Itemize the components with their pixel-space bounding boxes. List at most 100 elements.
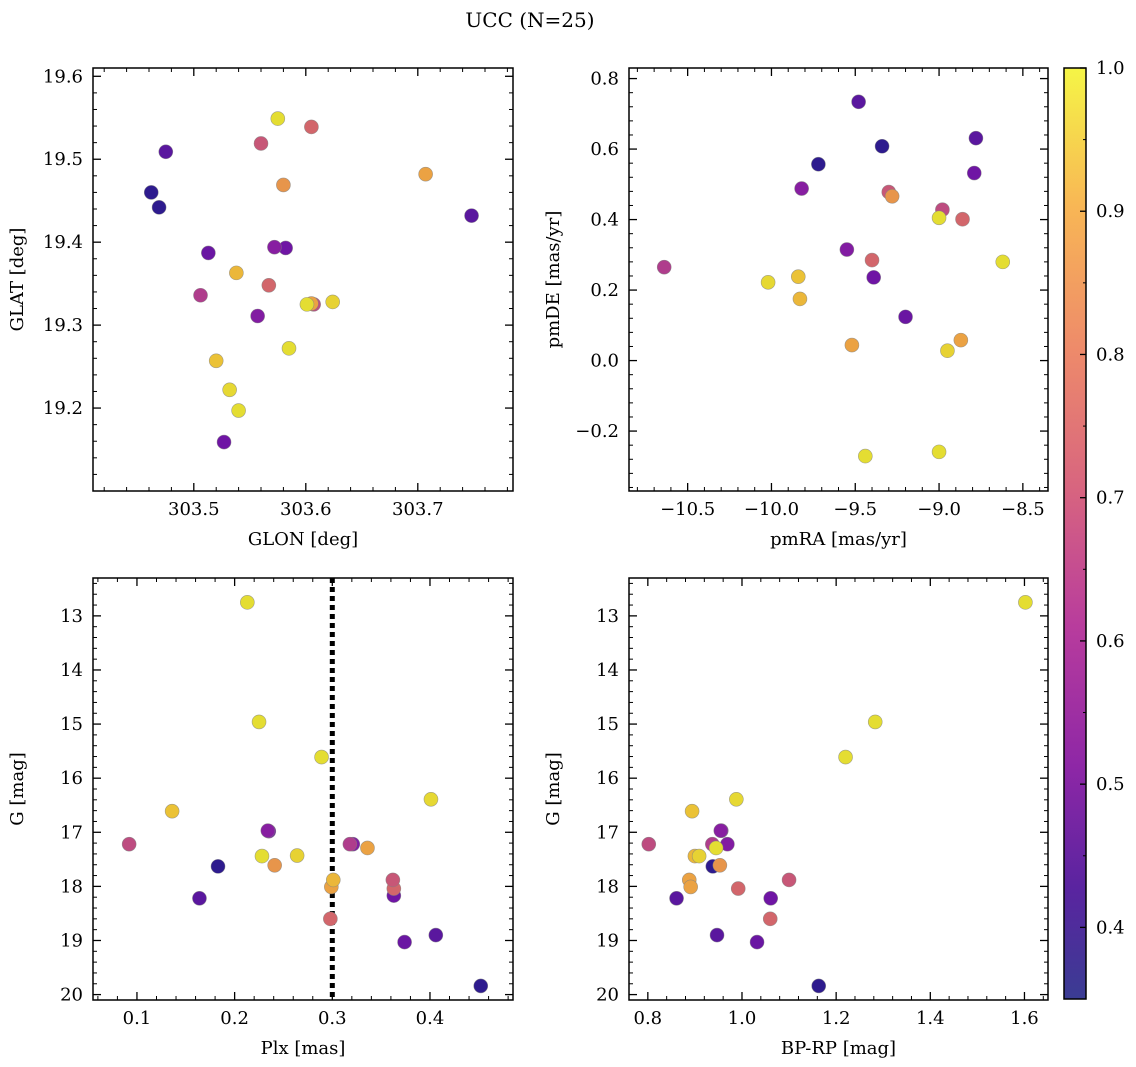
data-point bbox=[867, 714, 883, 730]
data-point bbox=[866, 270, 881, 285]
colorbar-tick-label: 0.4 bbox=[1096, 917, 1125, 938]
y-tick-label: 0.4 bbox=[590, 210, 619, 231]
panel-4: 0.8 1.0 1.2 1.4 1.6 13 14 15 16 17 18 19 20 BP-RP [ma… bbox=[543, 577, 1049, 1059]
x-tick-label: 0.4 bbox=[416, 1008, 445, 1029]
y-tick-label: 20 bbox=[596, 985, 619, 1006]
data-point bbox=[397, 934, 412, 950]
y-tick-label: 19.2 bbox=[43, 398, 83, 419]
y-tick-label: −0.2 bbox=[575, 421, 619, 442]
y-tick-label: 20 bbox=[60, 985, 83, 1006]
data-point bbox=[931, 210, 947, 226]
data-point bbox=[304, 119, 319, 135]
x-axis-label: Plx [mas] bbox=[261, 1038, 346, 1059]
data-point bbox=[713, 823, 729, 838]
colorbar-tick-label: 1.0 bbox=[1096, 58, 1125, 79]
colorbar-tick-label: 0.6 bbox=[1096, 631, 1125, 652]
data-point bbox=[839, 242, 855, 257]
data-point bbox=[325, 294, 340, 310]
x-tick-label: −10.0 bbox=[744, 499, 799, 520]
y-tick-label: 16 bbox=[596, 768, 619, 789]
data-point bbox=[858, 448, 873, 464]
y-tick-label: 14 bbox=[596, 660, 619, 681]
data-point bbox=[730, 881, 746, 896]
data-point bbox=[267, 857, 282, 873]
data-point bbox=[418, 166, 433, 182]
data-point bbox=[208, 353, 224, 369]
figure-title: UCC (N=25) bbox=[465, 8, 594, 32]
y-tick-label: 16 bbox=[60, 768, 83, 789]
y-tick-label: 19.5 bbox=[43, 149, 83, 170]
data-point bbox=[251, 714, 267, 730]
y-tick-label: 19 bbox=[596, 930, 619, 951]
data-point bbox=[884, 189, 900, 204]
data-point bbox=[953, 332, 969, 348]
y-tick-label: 17 bbox=[60, 822, 83, 843]
x-tick-label: 1.2 bbox=[822, 1008, 851, 1029]
data-point bbox=[164, 803, 180, 819]
data-point bbox=[712, 857, 728, 873]
x-tick-label: 1.6 bbox=[1010, 1008, 1039, 1029]
data-point bbox=[216, 434, 232, 450]
data-point bbox=[473, 978, 489, 994]
x-tick-label: 0.8 bbox=[634, 1008, 663, 1029]
panel-1: 303.5 303.6 303.7 19.2 19.3 19.4 19.5 19.6 GLON … bbox=[7, 66, 514, 550]
x-tick-label: 303.7 bbox=[392, 499, 444, 520]
data-point bbox=[229, 265, 244, 281]
data-point bbox=[940, 343, 955, 359]
data-point bbox=[792, 291, 808, 307]
x-axis-label: pmRA [mas/yr] bbox=[770, 529, 907, 550]
data-point bbox=[192, 890, 207, 906]
y-tick-label: 18 bbox=[60, 876, 83, 897]
y-tick-label: 19.6 bbox=[43, 66, 83, 87]
data-point bbox=[158, 144, 174, 160]
data-point bbox=[995, 254, 1011, 270]
x-tick-label: 0.3 bbox=[318, 1008, 347, 1029]
data-point bbox=[811, 156, 826, 172]
data-point bbox=[201, 245, 216, 261]
colorbar-tick-label: 0.7 bbox=[1096, 488, 1125, 509]
data-point bbox=[151, 200, 167, 215]
data-point bbox=[231, 403, 246, 418]
panel-frame bbox=[92, 577, 514, 1001]
data-point bbox=[143, 185, 159, 200]
data-point bbox=[193, 287, 208, 303]
colorbar-tick-label: 0.8 bbox=[1096, 344, 1125, 365]
panel-2: −10.5 −10.0 −9.5 −9.0 −8.5 −0.2 0.0 0.2 0.4 0.6 0.… bbox=[543, 67, 1049, 550]
panel-frame bbox=[628, 577, 1049, 1001]
x-tick-label: −8.5 bbox=[1001, 499, 1045, 520]
x-tick-label: 1.0 bbox=[728, 1008, 757, 1029]
data-point bbox=[931, 444, 947, 460]
y-tick-label: 18 bbox=[596, 876, 619, 897]
data-point bbox=[253, 136, 269, 151]
data-point bbox=[423, 791, 439, 807]
data-point bbox=[898, 309, 913, 325]
data-point bbox=[729, 791, 744, 807]
data-point bbox=[762, 911, 778, 927]
y-tick-label: 17 bbox=[596, 822, 619, 843]
data-point bbox=[385, 872, 401, 888]
data-point bbox=[684, 803, 700, 819]
data-point bbox=[299, 297, 315, 312]
data-point bbox=[763, 890, 779, 906]
data-point bbox=[844, 337, 860, 353]
y-tick-label: 19.3 bbox=[43, 315, 83, 336]
colorbar-tick-label: 0.9 bbox=[1096, 201, 1125, 222]
y-axis-label: G [mag] bbox=[543, 752, 564, 825]
x-tick-label: −9.5 bbox=[833, 499, 877, 520]
data-point bbox=[683, 879, 698, 895]
data-point bbox=[811, 978, 827, 994]
y-tick-label: 13 bbox=[60, 606, 83, 627]
data-point bbox=[240, 595, 255, 610]
data-point bbox=[851, 94, 866, 110]
data-point bbox=[790, 269, 806, 284]
x-axis-label: BP-RP [mag] bbox=[781, 1038, 896, 1059]
y-tick-label: 13 bbox=[596, 606, 619, 627]
data-point bbox=[121, 836, 137, 852]
y-axis-label: pmDE [mas/yr] bbox=[543, 211, 564, 349]
data-point bbox=[342, 836, 358, 852]
panel-frame bbox=[92, 67, 514, 492]
data-point bbox=[323, 911, 338, 927]
data-point bbox=[325, 872, 341, 888]
data-point bbox=[250, 308, 265, 324]
data-point bbox=[656, 259, 672, 275]
